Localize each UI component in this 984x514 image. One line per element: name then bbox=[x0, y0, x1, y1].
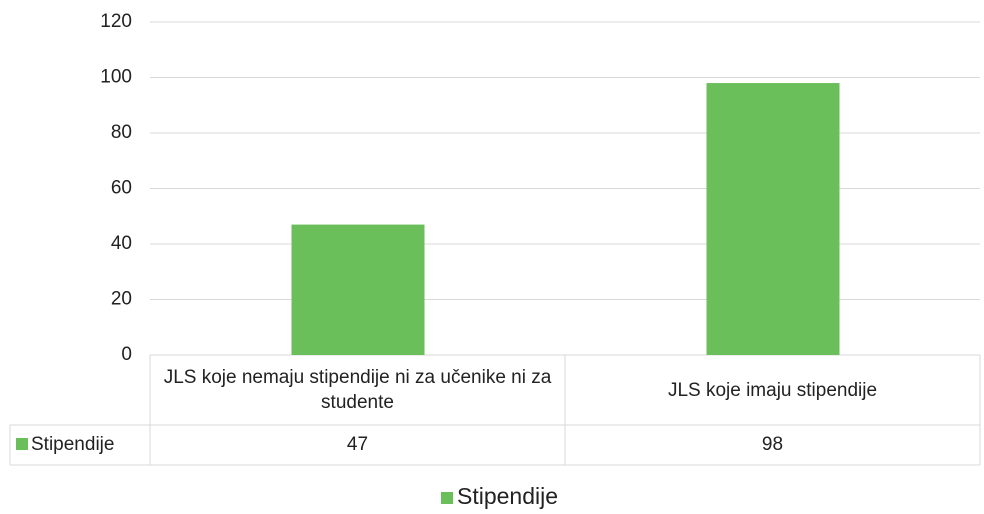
y-tick-label: 100 bbox=[100, 67, 132, 88]
y-tick-label: 120 bbox=[100, 11, 132, 32]
table-value: 47 bbox=[347, 434, 368, 455]
legend-label: Stipendije bbox=[457, 483, 558, 509]
y-tick-label: 60 bbox=[111, 178, 132, 199]
y-tick-label: 40 bbox=[111, 233, 132, 254]
legend-key bbox=[16, 438, 28, 450]
table-series-name: Stipendije bbox=[31, 434, 114, 455]
legend-key bbox=[441, 492, 453, 504]
y-tick-label: 20 bbox=[111, 289, 132, 310]
y-tick-label: 80 bbox=[111, 122, 132, 143]
x-tick-label: JLS koje nemaju stipendije ni za učenike… bbox=[163, 367, 552, 413]
x-tick-label: JLS koje imaju stipendije bbox=[667, 379, 878, 401]
x-tick-label-box: JLS koje nemaju stipendije ni za učenike… bbox=[163, 367, 552, 413]
bar bbox=[706, 83, 840, 356]
table-value: 98 bbox=[762, 434, 783, 455]
x-tick-label-box: JLS koje imaju stipendije bbox=[667, 379, 878, 401]
bar bbox=[291, 224, 425, 355]
y-tick-label: 0 bbox=[121, 344, 132, 365]
